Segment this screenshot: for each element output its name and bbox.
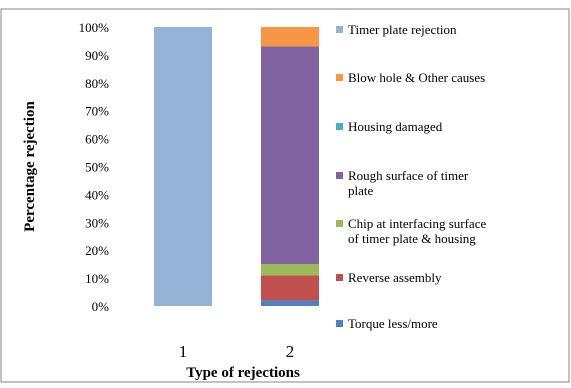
legend-label: Housing damaged bbox=[348, 119, 443, 134]
legend-swatch bbox=[336, 220, 343, 227]
legend-swatch bbox=[336, 320, 343, 327]
legend-item-blow-hole-other-causes: Blow hole & Other causes bbox=[336, 70, 485, 85]
legend-label: of timer plate & housing bbox=[348, 231, 476, 246]
legend-swatch bbox=[336, 123, 343, 130]
legend-label: Chip at interfacing surface bbox=[348, 216, 486, 231]
legend-label: Timer plate rejection bbox=[348, 22, 457, 37]
legend-item-torque-less-more: Torque less/more bbox=[336, 316, 438, 331]
y-tick-label: 30% bbox=[85, 215, 109, 230]
bar-segment-reverse-assembly-2 bbox=[261, 275, 319, 301]
legend-label: plate bbox=[348, 183, 373, 198]
bar-segment-blow-hole-other-causes-2 bbox=[261, 27, 319, 47]
y-tick-label: 20% bbox=[85, 243, 109, 258]
y-tick-label: 100% bbox=[79, 20, 110, 35]
bar-segment-timer-plate-rejection-1 bbox=[154, 27, 212, 306]
y-axis-title: Percentage rejection bbox=[22, 101, 38, 232]
legend-label: Rough surface of timer bbox=[348, 168, 469, 183]
bar-segment-chip-at-interfacing-surface-of-timer-plate-housing-2 bbox=[261, 264, 319, 276]
legend-swatch bbox=[336, 26, 343, 33]
legend-label: Reverse assembly bbox=[348, 270, 442, 285]
y-axis-ticks: 0% 10% 20% 30% 40% 50% 60% 70% 80% 90% 100% bbox=[79, 20, 110, 314]
y-tick-label: 50% bbox=[85, 160, 109, 175]
legend-swatch bbox=[336, 74, 343, 81]
y-tick-label: 80% bbox=[85, 76, 109, 91]
legend-swatch bbox=[336, 274, 343, 281]
bar-segment-rough-surface-of-timer-plate-2 bbox=[261, 46, 319, 265]
y-tick-label: 70% bbox=[85, 104, 109, 119]
legend: Timer plate rejection Blow hole & Other c… bbox=[336, 22, 486, 331]
legend-item-housing-damaged: Housing damaged bbox=[336, 119, 443, 134]
legend-item-reverse-assembly: Reverse assembly bbox=[336, 270, 442, 285]
x-category-label: 2 bbox=[286, 342, 295, 361]
y-tick-label: 40% bbox=[85, 187, 109, 202]
legend-label: Torque less/more bbox=[348, 316, 438, 331]
y-tick-label: 0% bbox=[92, 299, 110, 314]
y-tick-label: 10% bbox=[85, 271, 109, 286]
x-axis-title: Type of rejections bbox=[186, 365, 300, 381]
legend-item-timer-plate-rejection: Timer plate rejection bbox=[336, 22, 457, 37]
y-tick-label: 90% bbox=[85, 48, 109, 63]
bars bbox=[154, 27, 319, 306]
bar-segment-torque-less-more-2 bbox=[261, 300, 319, 306]
legend-label: Blow hole & Other causes bbox=[348, 70, 485, 85]
x-category-label: 1 bbox=[179, 342, 188, 361]
y-tick-label: 60% bbox=[85, 132, 109, 147]
legend-swatch bbox=[336, 172, 343, 179]
